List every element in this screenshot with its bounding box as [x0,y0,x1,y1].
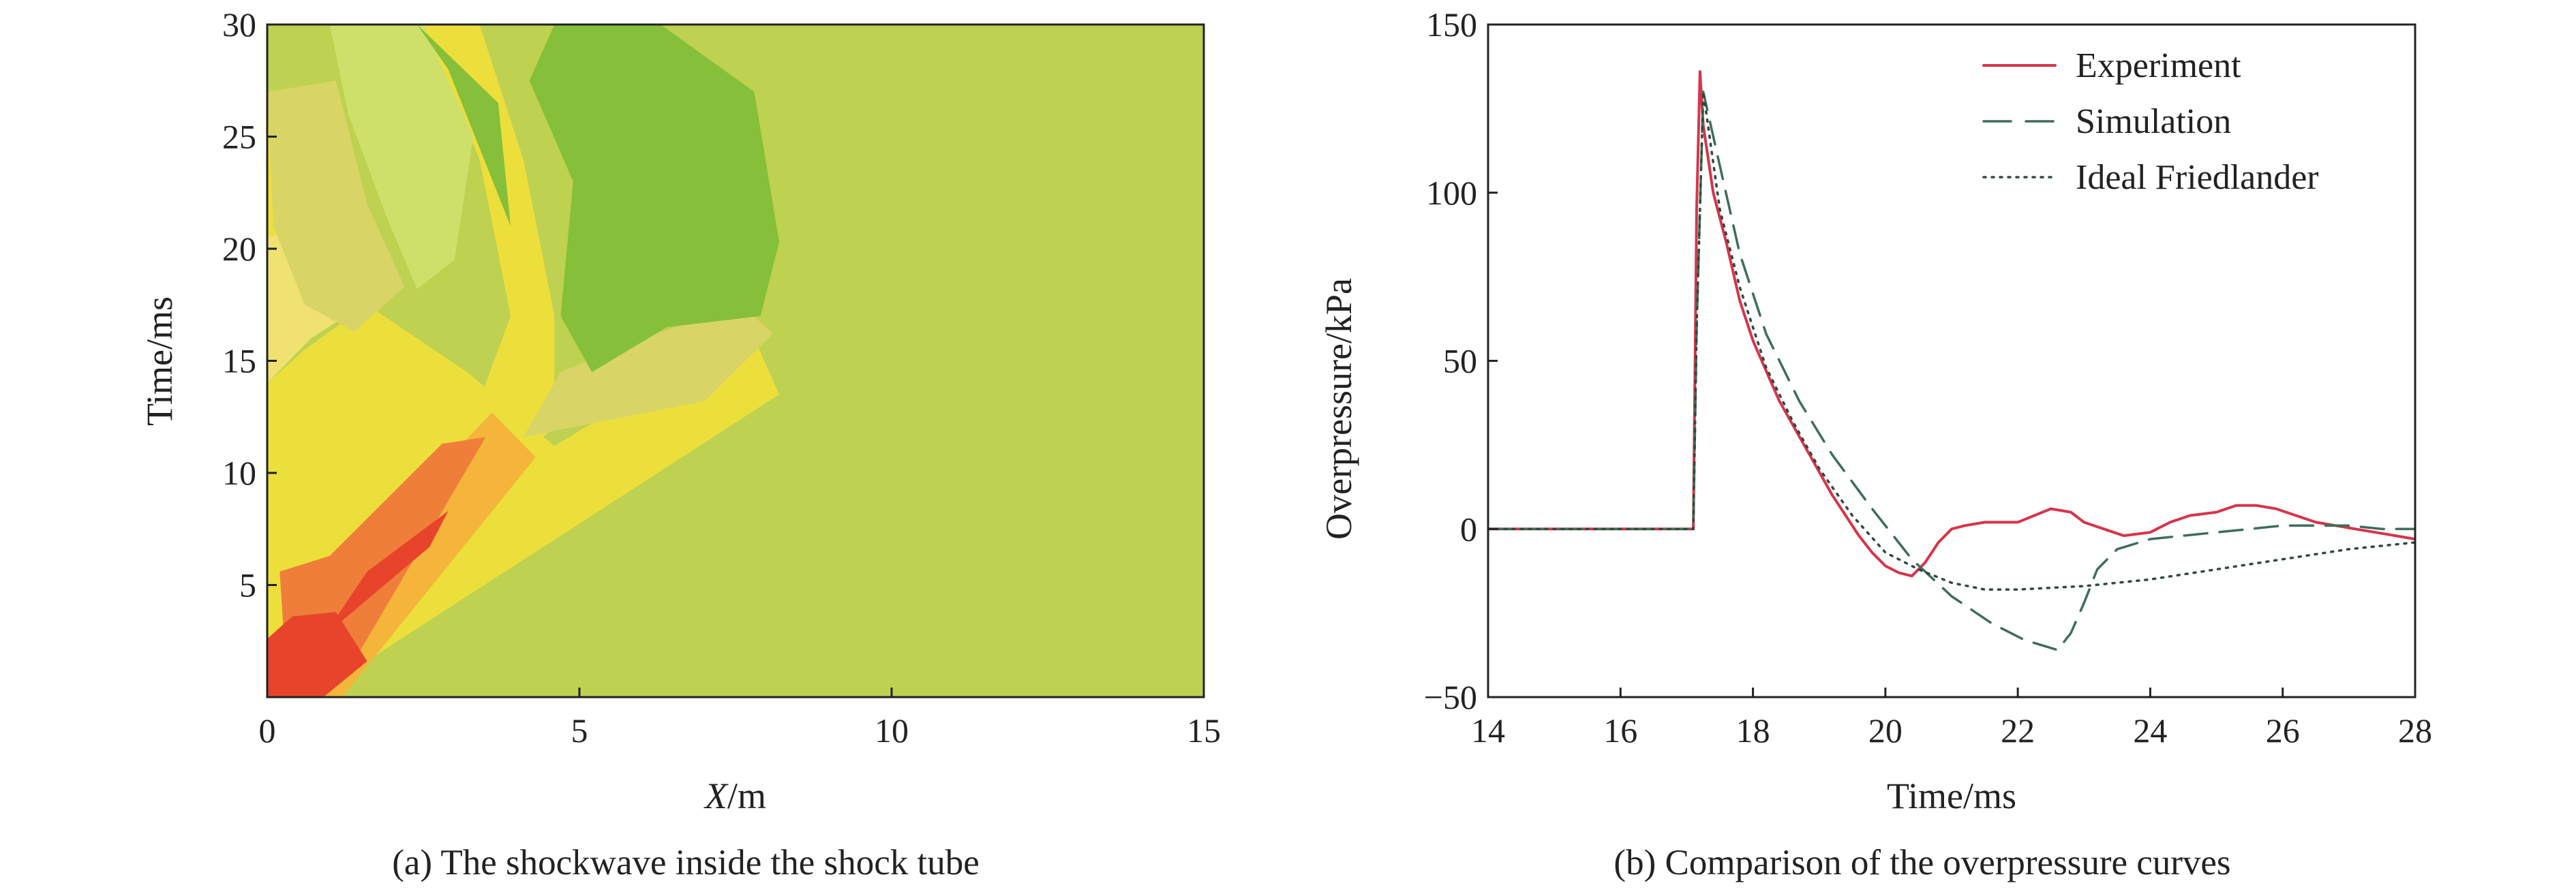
legend: Experiment Simulation Ideal Friedlander [1982,46,2319,197]
x-tick-label: 10 [875,711,909,750]
y-tick-label: 50 [1443,342,1477,380]
series-lines [1488,70,2415,651]
x-tick-label: 0 [259,711,276,750]
series-line-ideal-friedlander [1488,90,2415,591]
y-tick-label: −50 [1424,678,1477,716]
x-tick-label: 16 [1603,711,1637,750]
y-ticks-a: 5 10 15 20 25 30 [222,5,277,604]
panel-a-heatmap: 0 5 10 15 5 10 15 20 25 30 X/m Time/ms (a) The s… [139,5,1221,882]
heatmap-region-khaki [523,305,773,437]
x-tick-label: 15 [1187,711,1221,750]
y-tick-label: 25 [222,118,256,156]
x-tick-label: 18 [1736,711,1770,750]
series-line-simulation [1488,90,2415,651]
y-tick-label: 5 [239,566,256,604]
y-tick-label: 0 [1460,510,1477,548]
heatmap-regions [267,25,780,697]
x-ticks-b: 14 16 18 20 22 24 26 28 [1471,688,2432,750]
x-tick-label: 22 [2001,711,2035,750]
heatmap-region-khaki [267,80,405,332]
y-tick-label: 10 [222,454,256,492]
y-tick-label: 15 [222,342,256,380]
y-axis-label-b: Overpressure/kPa [1318,278,1359,540]
y-axis-label-a: Time/ms [139,296,180,426]
y-ticks-b: −50 0 50 100 150 [1424,5,1498,716]
x-tick-label: 28 [2398,711,2432,750]
legend-label: Ideal Friedlander [2076,158,2319,197]
heatmap-region-red [323,510,449,637]
heatmap-region-red [267,612,367,697]
y-tick-label: 20 [222,230,256,268]
x-tick-label: 5 [571,711,588,750]
x-ticks-a: 0 5 10 15 [259,688,1221,750]
caption-a: (a) The shockwave inside the shock tube [392,843,979,882]
x-tick-label: 14 [1471,711,1505,750]
heatmap-region-yellow [423,25,555,467]
plot-area-b [1488,25,2415,697]
heatmap-region-light_green [329,25,474,290]
heatmap-region-green [416,25,511,227]
caption-b: (b) Comparison of the overpressure curve… [1613,843,2230,882]
heatmap-region-green [529,25,780,372]
x-tick-label: 26 [2266,711,2300,750]
y-tick-label: 150 [1426,5,1477,44]
legend-label: Simulation [2076,102,2231,141]
x-axis-label-b: Time/ms [1887,775,2016,816]
x-tick-label: 24 [2133,711,2167,750]
x-tick-label: 20 [1868,711,1903,750]
series-line-experiment [1488,70,2415,578]
y-tick-label: 100 [1426,174,1477,212]
legend-label: Experiment [2076,46,2241,85]
x-axis-label-a: X/m [703,775,766,816]
panel-b-line-chart: 14 16 18 20 22 24 26 28 −50 0 50 100 150 Experiment… [1318,5,2432,882]
y-tick-label: 30 [222,5,256,44]
